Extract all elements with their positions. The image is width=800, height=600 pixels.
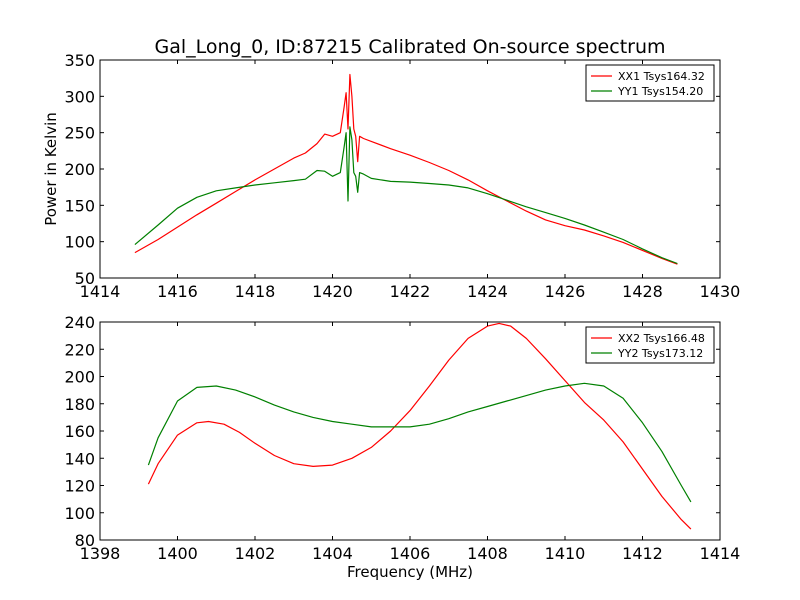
legend-label: YY2 Tsys173.12 [617, 347, 703, 360]
y-tick-label: 50 [75, 269, 95, 288]
x-axis-label: Frequency (MHz) [347, 563, 473, 581]
x-tick-label: 1404 [312, 544, 353, 563]
y-tick-label: 350 [64, 51, 95, 70]
y-tick-label: 250 [64, 124, 95, 143]
x-tick-label: 1426 [545, 282, 586, 301]
x-tick-label: 1412 [622, 544, 663, 563]
series-line-1 [147, 322, 692, 530]
x-tick-label: 1424 [467, 282, 508, 301]
series-line-2 [134, 126, 678, 265]
y-tick-label: 300 [64, 87, 95, 106]
legend: XX1 Tsys164.32 YY1 Tsys154.20 [585, 64, 715, 102]
y-tick-label: 80 [75, 531, 95, 550]
y-tick-label: 100 [64, 233, 95, 252]
y-tick-label: 200 [64, 160, 95, 179]
x-tick-label: 1418 [235, 282, 276, 301]
y-tick-label: 120 [64, 477, 95, 496]
legend: XX2 Tsys166.48 YY2 Tsys173.12 [585, 326, 715, 364]
y-tick-label: 140 [64, 449, 95, 468]
top-plot: 1414 1416 1418 1420 1422 1424 1426 1428 1430 50 10… [64, 51, 740, 301]
series-group [134, 73, 678, 265]
legend-box [585, 326, 715, 364]
chart-title: Gal_Long_0, ID:87215 Calibrated On-sourc… [154, 36, 665, 58]
x-tick-label: 1422 [390, 282, 431, 301]
x-tick-label: 1420 [312, 282, 353, 301]
x-tick-label: 1428 [622, 282, 663, 301]
y-axis-label: Power in Kelvin [42, 112, 60, 226]
legend-label: YY1 Tsys154.20 [617, 85, 703, 98]
y-tick-label: 160 [64, 422, 95, 441]
legend-label: XX1 Tsys164.32 [618, 70, 705, 83]
y-tick-label: 180 [64, 395, 95, 414]
series-line-1 [134, 73, 678, 265]
legend-label: XX2 Tsys166.48 [618, 332, 705, 345]
x-tick-label: 1406 [390, 544, 431, 563]
x-tick-label: 1402 [235, 544, 276, 563]
y-tick-label: 100 [64, 504, 95, 523]
y-tick-label: 220 [64, 340, 95, 359]
legend-box [585, 64, 715, 102]
x-tick-label: 1400 [157, 544, 198, 563]
y-tick-label: 240 [64, 313, 95, 332]
y-tick-label: 200 [64, 368, 95, 387]
x-tick-label: 1430 [700, 282, 741, 301]
x-tick-label: 1398 [80, 544, 121, 563]
series-group [147, 322, 692, 530]
x-tick-label: 1408 [467, 544, 508, 563]
x-tick-label: 1414 [700, 544, 741, 563]
x-tick-label: 1414 [80, 282, 121, 301]
x-tick-label: 1410 [545, 544, 586, 563]
bottom-plot: 1398 1400 1402 1404 1406 1408 1410 1412 1414 80 10… [64, 313, 740, 563]
x-tick-label: 1416 [157, 282, 198, 301]
y-tick-label: 150 [64, 196, 95, 215]
series-line-2 [147, 382, 692, 503]
